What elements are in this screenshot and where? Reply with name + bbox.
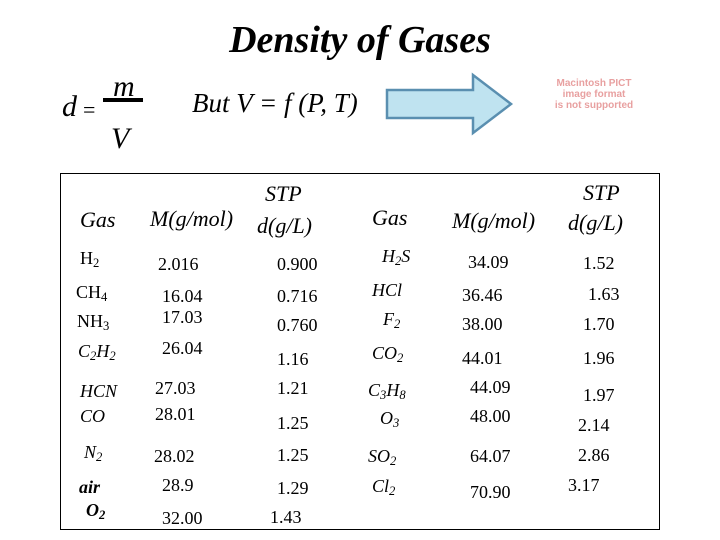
formula-numerator: m — [113, 70, 135, 103]
right-gas-cell: HCl — [372, 280, 403, 300]
right-gas-cell: H2S — [382, 246, 411, 269]
left-gas-cell: CH4 — [76, 282, 108, 305]
right-gas-header: Gas — [372, 205, 408, 230]
formula-denominator: V — [111, 122, 130, 155]
right-molar-mass-cell: 34.09 — [468, 252, 509, 272]
unsupported-image-placeholder: Macintosh PICT image format is not suppo… — [548, 78, 640, 111]
left-molar-mass-cell: 28.02 — [154, 446, 195, 466]
fraction-bar — [103, 98, 143, 102]
left-molar-mass-cell: 17.03 — [162, 307, 203, 327]
right-density-cell: 1.97 — [583, 385, 615, 405]
left-gas-header: Gas — [80, 207, 116, 232]
left-gas-cell: HCN — [80, 381, 118, 401]
right-gas-cell: CO2 — [372, 343, 404, 366]
right-gas-cell: Cl2 — [372, 476, 396, 499]
left-molar-mass-cell: 26.04 — [162, 338, 203, 358]
right-density-cell: 1.96 — [583, 348, 615, 368]
left-molar-mass-cell: 28.9 — [162, 475, 194, 495]
left-density-cell: 1.29 — [277, 478, 309, 498]
right-molar-mass-cell: 44.09 — [470, 377, 511, 397]
left-gas-cell: air — [79, 477, 101, 497]
right-stp-header: STP — [583, 180, 620, 205]
right-arrow-icon — [385, 72, 514, 136]
left-molar-mass-cell: 16.04 — [162, 286, 203, 306]
right-gas-cell: F2 — [383, 309, 401, 332]
formula-relation: But V = f (P, T) — [192, 88, 358, 118]
right-gas-cell: O3 — [380, 408, 400, 431]
right-density-header: d(g/L) — [568, 210, 623, 235]
placeholder-line-1: Macintosh PICT — [556, 78, 632, 89]
right-molar-mass-cell: 36.46 — [462, 285, 503, 305]
left-density-cell: 1.25 — [277, 445, 309, 465]
formula-lhs: d — [62, 90, 77, 123]
left-density-cell: 0.760 — [277, 315, 318, 335]
left-density-cell: 0.716 — [277, 286, 318, 306]
right-molar-mass-cell: 38.00 — [462, 314, 503, 334]
left-density-cell: 1.43 — [270, 507, 302, 527]
left-gas-cell: O2 — [86, 500, 106, 523]
right-density-cell: 1.63 — [588, 284, 620, 304]
right-molar-mass-cell: 48.00 — [470, 406, 511, 426]
right-density-cell: 3.17 — [568, 475, 600, 495]
right-density-cell: 2.86 — [578, 445, 610, 465]
right-molar-mass-cell: 70.90 — [470, 482, 511, 502]
left-molar-mass-cell: 28.01 — [155, 404, 196, 424]
right-molar-mass-cell: 64.07 — [470, 446, 511, 466]
left-density-cell: 0.900 — [277, 254, 318, 274]
right-density-cell: 2.14 — [578, 415, 610, 435]
placeholder-line-2: image format — [562, 89, 626, 100]
left-density-cell: 1.16 — [277, 349, 309, 369]
left-molar-mass-cell: 32.00 — [162, 508, 203, 528]
right-gas-cell: SO2 — [368, 446, 397, 469]
left-stp-header: STP — [265, 181, 302, 206]
formula-equals: = — [83, 97, 96, 122]
page-title: Density of Gases — [229, 19, 491, 61]
left-density-cell: 1.21 — [277, 378, 309, 398]
left-gas-cell: NH3 — [77, 311, 110, 334]
left-density-header: d(g/L) — [257, 213, 312, 238]
left-molar-mass-cell: 27.03 — [155, 378, 196, 398]
right-density-cell: 1.70 — [583, 314, 615, 334]
left-molar-mass-cell: 2.016 — [158, 254, 199, 274]
right-density-cell: 1.52 — [583, 253, 615, 273]
left-gas-cell: N2 — [84, 442, 103, 465]
gas-density-table — [60, 173, 660, 530]
left-gas-cell: CO — [80, 406, 106, 426]
left-gas-cell: C2H2 — [78, 341, 116, 364]
right-molar-mass-cell: 44.01 — [462, 348, 503, 368]
right-gas-cell: C3H8 — [368, 380, 406, 403]
left-molar-mass-header: M(g/mol) — [150, 206, 234, 231]
right-molar-mass-header: M(g/mol) — [452, 208, 536, 233]
left-density-cell: 1.25 — [277, 413, 309, 433]
left-gas-cell: H2 — [80, 248, 100, 271]
placeholder-line-3: is not supported — [554, 100, 634, 111]
